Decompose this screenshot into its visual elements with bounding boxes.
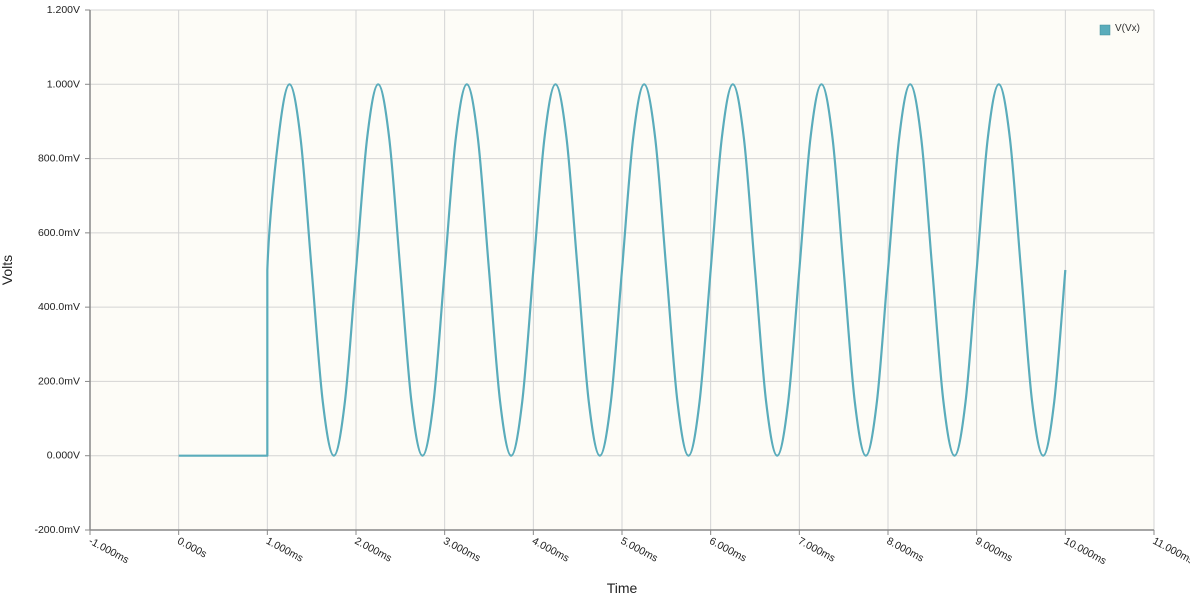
series	[178, 83, 1067, 457]
x-tick-label: 7.000ms	[796, 535, 837, 565]
x-tick-label: 11.000ms	[1151, 535, 1190, 567]
x-tick-label: 8.000ms	[885, 535, 926, 565]
x-tick-label: 2.000ms	[353, 535, 394, 565]
y-tick-label: 0.000V	[47, 450, 80, 462]
x-tick-label: -1.000ms	[87, 535, 131, 566]
y-tick-label: -200.0mV	[34, 524, 80, 536]
x-ticks: -1.000ms 0.000s 1.000ms 2.000ms 3.000ms 4.000…	[87, 530, 1190, 567]
y-tick-label: 200.0mV	[38, 375, 80, 387]
x-tick-label: 10.000ms	[1062, 535, 1108, 567]
series-line-vvx	[178, 83, 1067, 457]
y-axis-title: Volts	[0, 255, 15, 285]
x-tick-label: 6.000ms	[707, 535, 748, 565]
x-tick-label: 5.000ms	[619, 535, 660, 565]
legend-swatch	[1099, 24, 1111, 36]
x-tick-label: 4.000ms	[530, 535, 571, 565]
legend-label: V(Vx)	[1115, 23, 1140, 34]
y-tick-label: 800.0mV	[38, 153, 80, 165]
y-tick-label: 600.0mV	[38, 227, 80, 239]
y-tick-label: 1.200V	[47, 4, 80, 16]
x-axis-title: Time	[607, 580, 638, 596]
y-tick-label: 1.000V	[47, 78, 80, 90]
x-tick-label: 0.000s	[175, 535, 208, 560]
legend[interactable]: V(Vx)	[1099, 23, 1140, 36]
y-ticks: 1.200V 1.000V 800.0mV 600.0mV 400.0mV 200.0mV…	[34, 4, 90, 536]
x-tick-label: 1.000ms	[264, 535, 305, 565]
y-tick-label: 400.0mV	[38, 301, 80, 313]
x-tick-label: 3.000ms	[441, 535, 482, 565]
x-tick-label: 9.000ms	[973, 535, 1014, 565]
